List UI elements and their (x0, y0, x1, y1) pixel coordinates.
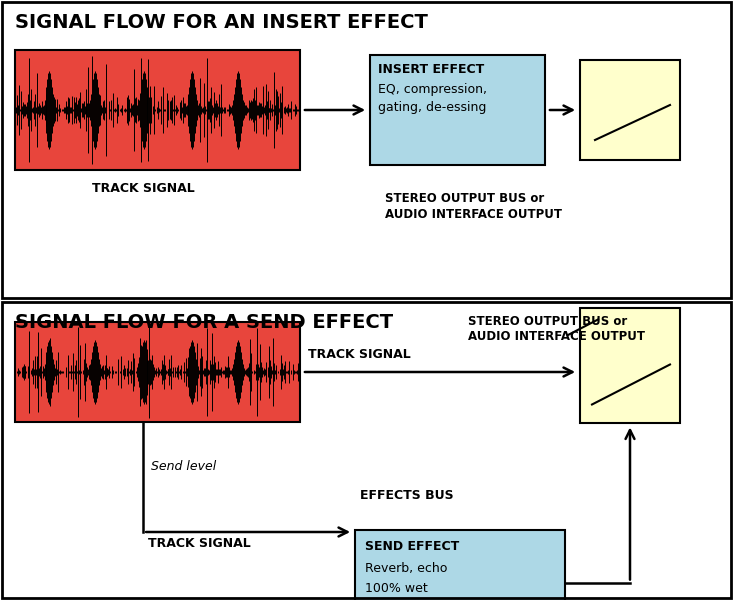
Text: SEND EFFECT: SEND EFFECT (365, 540, 460, 553)
Text: TRACK SIGNAL: TRACK SIGNAL (92, 182, 195, 195)
Bar (580, 307, 680, 422)
Text: TRACK SIGNAL: TRACK SIGNAL (148, 537, 251, 550)
Text: AUDIO INTERFACE OUTPUT: AUDIO INTERFACE OUTPUT (385, 208, 562, 221)
Text: AUDIO INTERFACE OUTPUT: AUDIO INTERFACE OUTPUT (468, 330, 645, 343)
Text: gating, de-essing: gating, de-essing (378, 101, 487, 114)
Bar (15, 50, 300, 170)
Bar (15, 322, 300, 422)
Text: SIGNAL FLOW FOR A SEND EFFECT: SIGNAL FLOW FOR A SEND EFFECT (15, 313, 393, 331)
Bar (580, 60, 680, 160)
Text: INSERT EFFECT: INSERT EFFECT (378, 63, 485, 76)
Text: STEREO OUTPUT BUS or: STEREO OUTPUT BUS or (468, 315, 627, 328)
Text: SIGNAL FLOW FOR AN INSERT EFFECT: SIGNAL FLOW FOR AN INSERT EFFECT (15, 13, 428, 31)
Text: TRACK SIGNAL: TRACK SIGNAL (308, 347, 410, 361)
Text: Send level: Send level (151, 461, 216, 473)
Text: EQ, compression,: EQ, compression, (378, 83, 487, 96)
Text: STEREO OUTPUT BUS or: STEREO OUTPUT BUS or (385, 192, 544, 205)
Bar (370, 55, 545, 165)
Bar (355, 530, 565, 600)
Text: Reverb, echo: Reverb, echo (365, 562, 447, 575)
Text: EFFECTS BUS: EFFECTS BUS (360, 489, 454, 502)
Text: 100% wet: 100% wet (365, 582, 428, 595)
